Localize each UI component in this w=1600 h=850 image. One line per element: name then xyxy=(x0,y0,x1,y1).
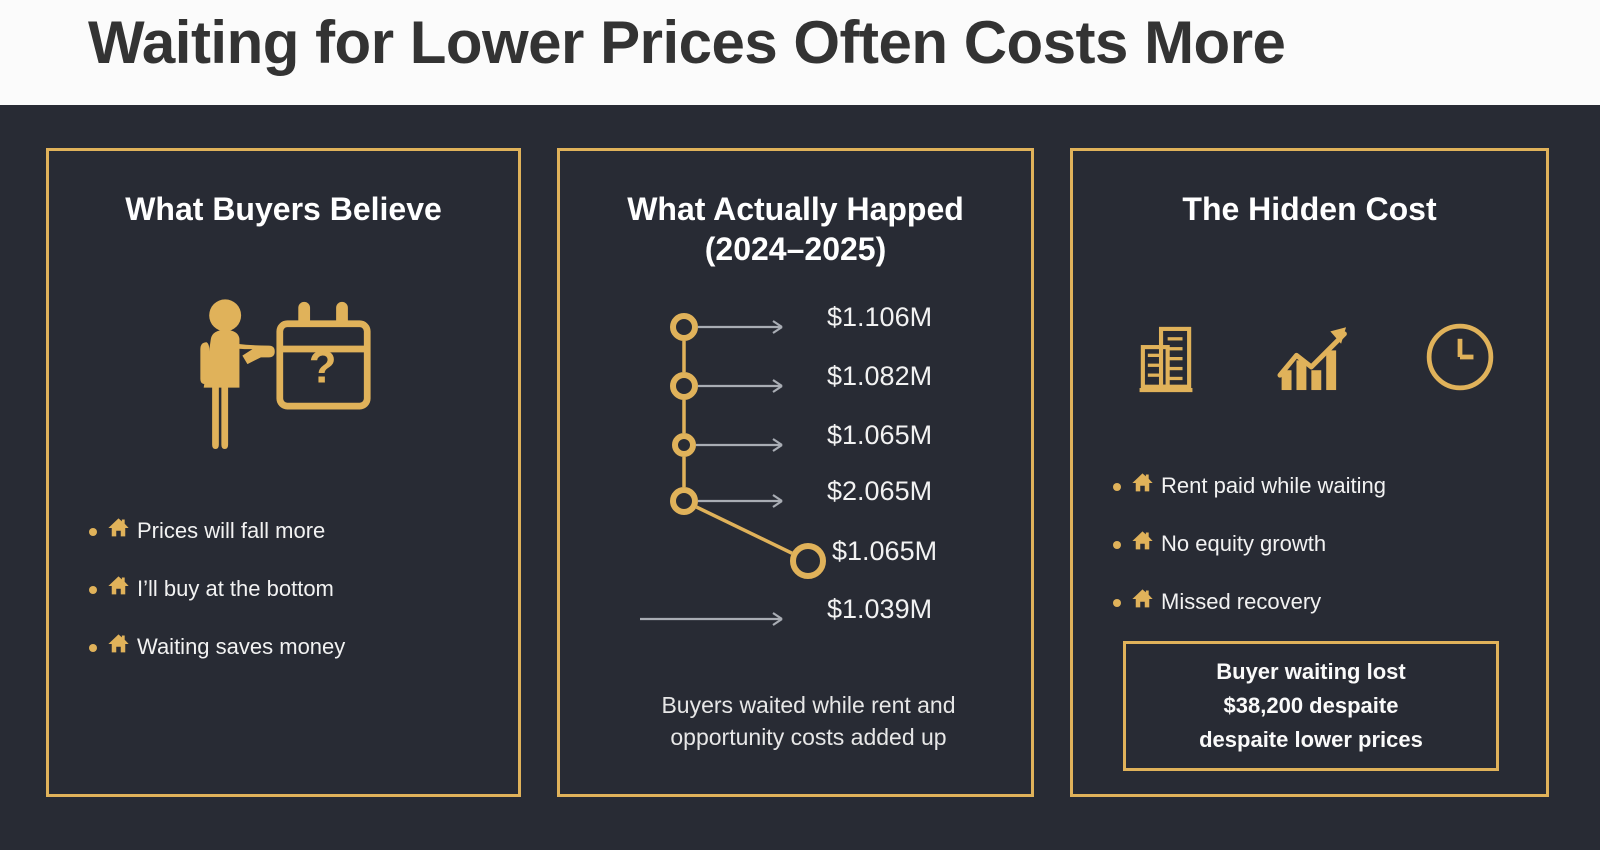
svg-text:?: ? xyxy=(309,342,337,393)
